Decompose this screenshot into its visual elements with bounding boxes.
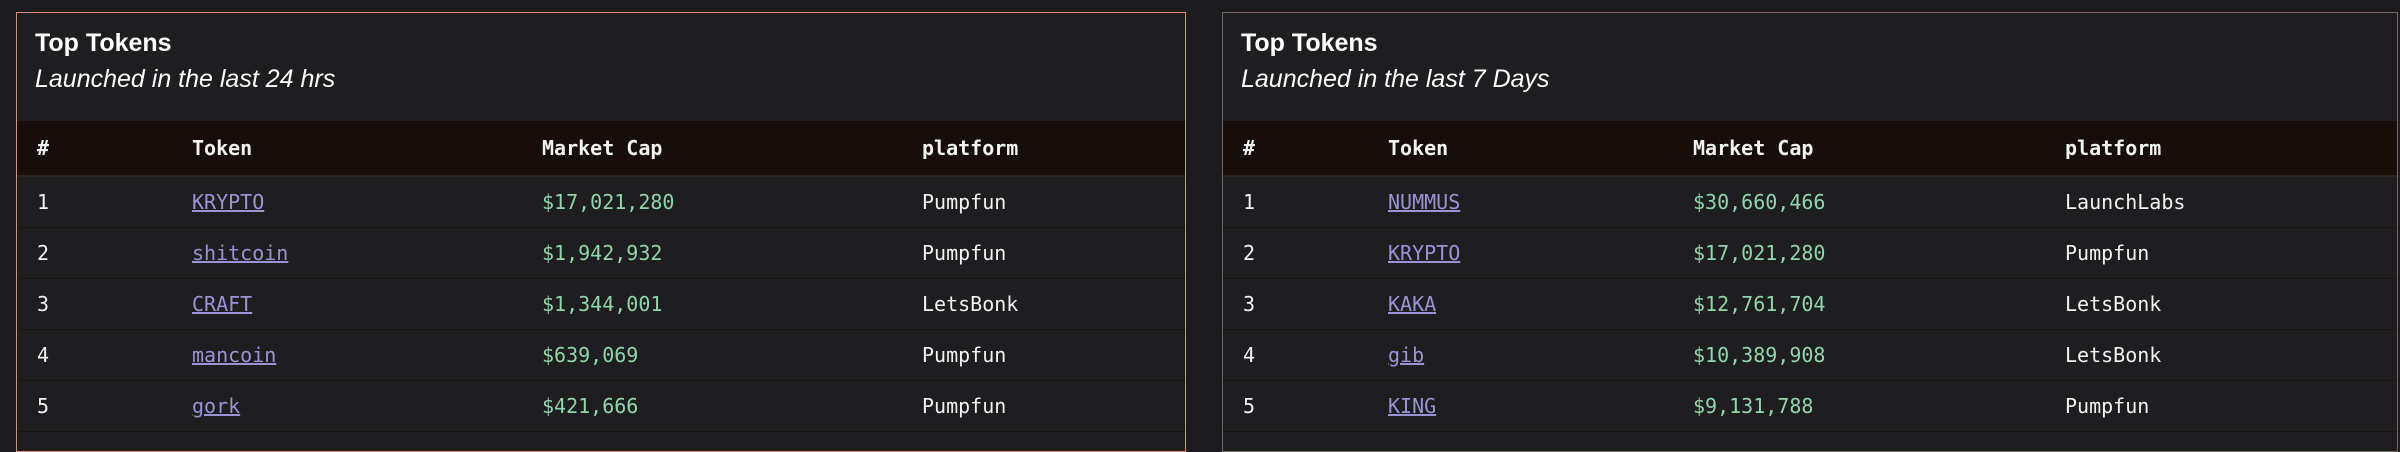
table-row: 5 KING $9,131,788 Pumpfun [1223,380,2397,432]
column-header[interactable]: Market Cap [1693,121,2065,177]
panel-subtitle: Launched in the last 7 Days [1241,65,1550,93]
table-row: 3 CRAFT $1,344,001 LetsBonk [17,278,1185,330]
market-cap: $421,666 [542,380,922,432]
token-link[interactable]: gork [192,394,241,418]
column-header[interactable]: # [1223,121,1388,177]
column-header[interactable]: Token [1388,121,1693,177]
platform: LetsBonk [2065,278,2397,330]
token-link[interactable]: KRYPTO [1388,241,1461,265]
rank: 5 [1223,380,1388,432]
column-header[interactable]: Token [192,121,542,177]
rank: 3 [1223,278,1388,330]
rank: 5 [17,380,192,432]
top-tokens-panel: Top Tokens Launched in the last 24 hrs #… [16,12,1186,452]
platform: LetsBonk [922,278,1185,330]
market-cap: $639,069 [542,329,922,381]
market-cap: $30,660,466 [1693,176,2065,228]
table-row: 4 mancoin $639,069 Pumpfun [17,329,1185,381]
token-link[interactable]: mancoin [192,343,277,367]
platform: Pumpfun [2065,380,2397,432]
rank: 1 [17,176,192,228]
platform: Pumpfun [2065,227,2397,279]
column-header[interactable]: platform [922,121,1185,177]
market-cap: $10,389,908 [1693,329,2065,381]
platform: LaunchLabs [2065,176,2397,228]
table-row: 1 KRYPTO $17,021,280 Pumpfun [17,176,1185,228]
token-link[interactable]: KING [1388,394,1437,418]
platform: Pumpfun [922,380,1185,432]
table-row: 3 KAKA $12,761,704 LetsBonk [1223,278,2397,330]
market-cap: $9,131,788 [1693,380,2065,432]
market-cap: $17,021,280 [1693,227,2065,279]
market-cap: $1,942,932 [542,227,922,279]
panel-subtitle: Launched in the last 24 hrs [35,65,336,93]
table-row: 2 shitcoin $1,942,932 Pumpfun [17,227,1185,279]
platform: LetsBonk [2065,329,2397,381]
market-cap: $17,021,280 [542,176,922,228]
table-row: 2 KRYPTO $17,021,280 Pumpfun [1223,227,2397,279]
platform: Pumpfun [922,227,1185,279]
rank: 2 [17,227,192,279]
platform: Pumpfun [922,176,1185,228]
table-header: # Token Market Cap platform [17,121,1185,177]
platform: Pumpfun [922,329,1185,381]
tokens-table: # Token Market Cap platform 1 KRYPTO $17,02… [17,121,1185,432]
tokens-table: # Token Market Cap platform 1 NUMMUS $30,66… [1223,121,2397,432]
panel-title: Top Tokens [1241,29,1378,57]
table-row: 4 gib $10,389,908 LetsBonk [1223,329,2397,381]
token-link[interactable]: gib [1388,343,1425,367]
table-row: 1 NUMMUS $30,660,466 LaunchLabs [1223,176,2397,228]
column-header[interactable]: Market Cap [542,121,922,177]
table-row: 5 gork $421,666 Pumpfun [17,380,1185,432]
market-cap: $12,761,704 [1693,278,2065,330]
token-link[interactable]: CRAFT [192,292,253,316]
rank: 3 [17,278,192,330]
rank: 4 [1223,329,1388,381]
rank: 2 [1223,227,1388,279]
rank: 1 [1223,176,1388,228]
token-link[interactable]: shitcoin [192,241,289,265]
rank: 4 [17,329,192,381]
token-link[interactable]: KAKA [1388,292,1437,316]
column-header[interactable]: # [17,121,192,177]
top-tokens-panel: Top Tokens Launched in the last 7 Days #… [1222,12,2398,452]
table-header: # Token Market Cap platform [1223,121,2397,177]
column-header[interactable]: platform [2065,121,2397,177]
token-link[interactable]: NUMMUS [1388,190,1461,214]
market-cap: $1,344,001 [542,278,922,330]
token-link[interactable]: KRYPTO [192,190,265,214]
panel-title: Top Tokens [35,29,172,57]
